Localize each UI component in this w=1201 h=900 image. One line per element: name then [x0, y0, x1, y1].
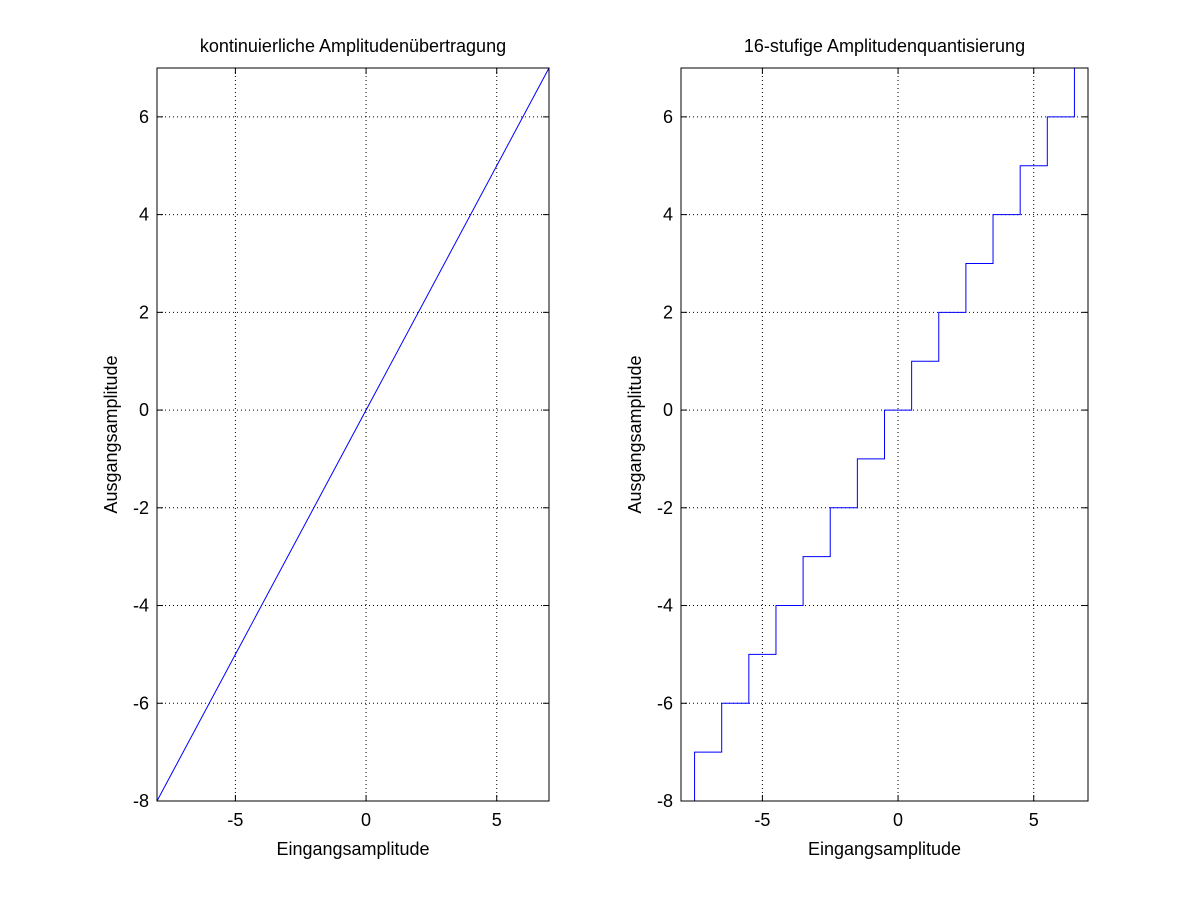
y-axis-label: Ausgangsamplitude — [101, 355, 121, 513]
y-tick-label: -8 — [133, 791, 149, 811]
y-tick-label: 4 — [663, 205, 673, 225]
series-line — [156, 67, 550, 802]
ticks: -5 0 5 -8 -6 -4 -2 0 2 4 6 — [657, 68, 1088, 830]
x-tick-label: 0 — [361, 810, 371, 830]
y-tick-label: -8 — [657, 791, 673, 811]
plot-quantized: -5 0 5 -8 -6 -4 -2 0 2 4 6 16-stufige Amplitudenqu… — [625, 36, 1089, 859]
y-tick-label: -6 — [657, 693, 673, 713]
x-tick-label: -5 — [227, 810, 243, 830]
y-tick-label: -4 — [657, 596, 673, 616]
x-axis-label: Eingangsamplitude — [276, 839, 429, 859]
plot-title: 16-stufige Amplitudenquantisierung — [744, 36, 1025, 56]
y-tick-label: -2 — [657, 498, 673, 518]
y-tick-label: 6 — [139, 107, 149, 127]
series-layer — [156, 67, 550, 802]
y-tick-label: -4 — [133, 596, 149, 616]
y-tick-label: 2 — [139, 302, 149, 322]
ticks: -5 0 5 -8 -6 -4 -2 0 2 4 6 — [133, 68, 549, 830]
x-tick-label: 5 — [492, 810, 502, 830]
x-tick-label: 5 — [1029, 810, 1039, 830]
x-tick-label: -5 — [754, 810, 770, 830]
series-layer — [681, 67, 1088, 802]
y-tick-label: 2 — [663, 302, 673, 322]
y-tick-label: 0 — [139, 400, 149, 420]
y-axis-label: Ausgangsamplitude — [625, 355, 645, 513]
y-tick-label: -6 — [133, 693, 149, 713]
y-tick-label: 6 — [663, 107, 673, 127]
y-tick-label: 0 — [663, 400, 673, 420]
y-tick-label: -2 — [133, 498, 149, 518]
axes-frame — [156, 67, 550, 802]
x-axis-label: Eingangsamplitude — [808, 839, 961, 859]
series-line — [681, 67, 1088, 802]
y-tick-label: 4 — [139, 205, 149, 225]
axes-frame — [680, 67, 1089, 802]
x-tick-label: 0 — [893, 810, 903, 830]
plot-title: kontinuierliche Amplitudenübertragung — [200, 36, 506, 56]
plot-continuous: -5 0 5 -8 -6 -4 -2 0 2 4 6 kontinuierliche Amplitu… — [101, 36, 550, 859]
